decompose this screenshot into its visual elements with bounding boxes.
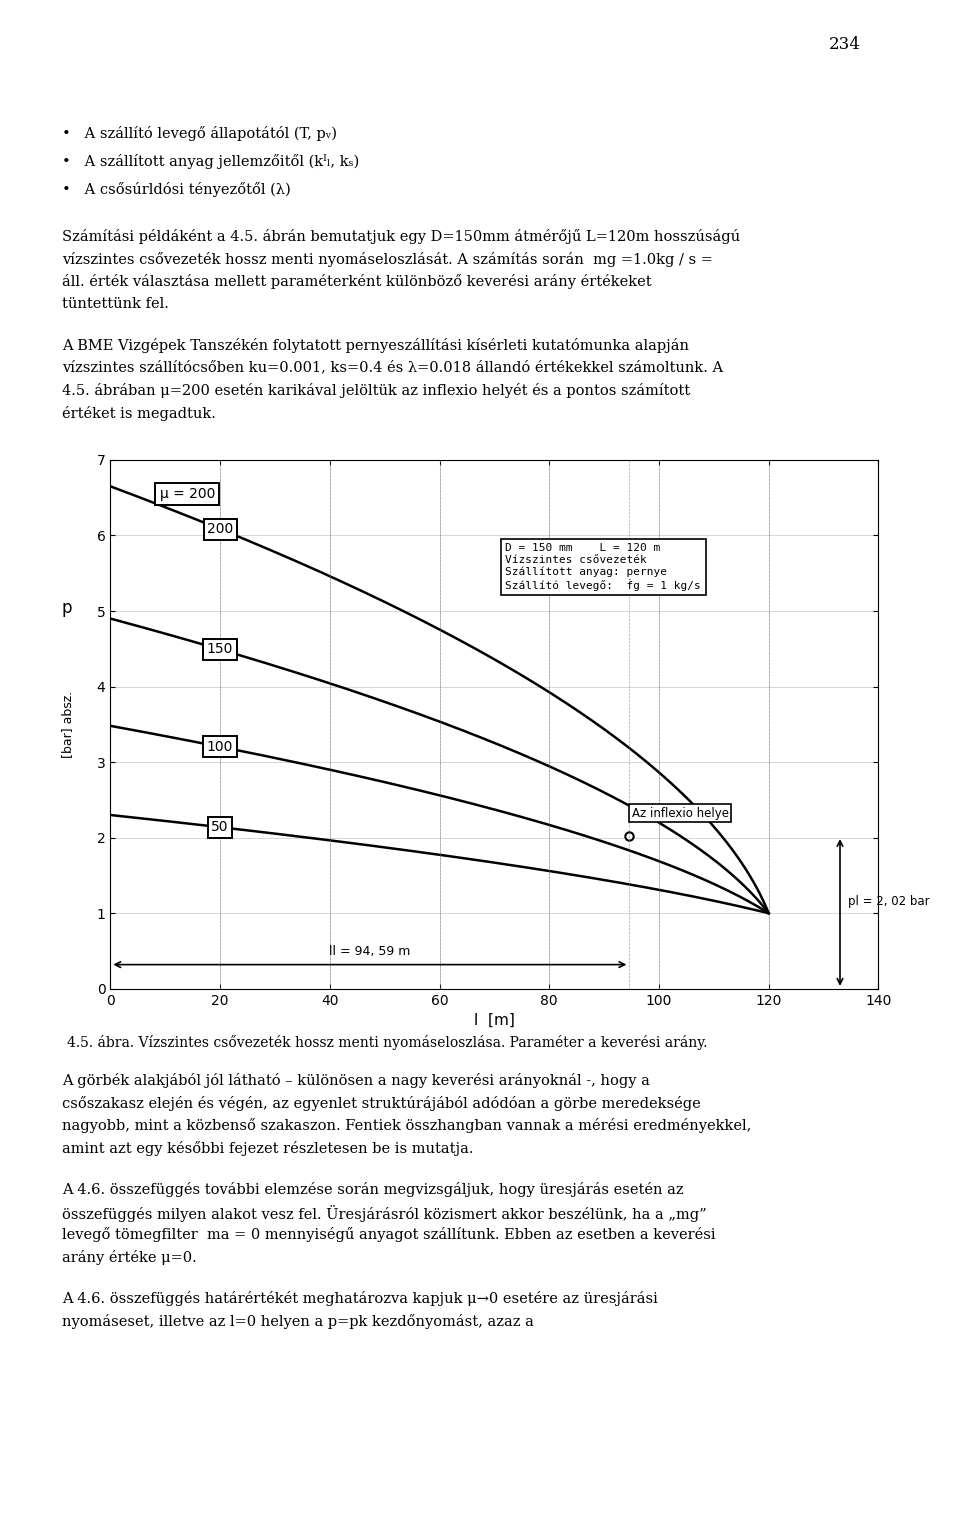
Text: arány értéke μ=0.: arány értéke μ=0.	[62, 1249, 197, 1265]
Text: pl = 2, 02 bar: pl = 2, 02 bar	[849, 895, 930, 908]
Text: nyomáseset, illetve az l=0 helyen a p=pk kezdőnyomást, azaz a: nyomáseset, illetve az l=0 helyen a p=pk…	[62, 1314, 535, 1329]
Text: ll = 94, 59 m: ll = 94, 59 m	[329, 944, 411, 958]
Text: μ = 200: μ = 200	[159, 487, 215, 501]
Text: Számítási példáként a 4.5. ábrán bemutatjuk egy D=150mm átmérőjű L=120m hosszúsá: Számítási példáként a 4.5. ábrán bemutat…	[62, 228, 740, 244]
Text: vízszintes szállítócsőben ku=0.001, ks=0.4 és λ=0.018 állandó értékekkel számolt: vízszintes szállítócsőben ku=0.001, ks=0…	[62, 360, 724, 374]
Text: •   A szállított anyag jellemzőitől (kᴵₗ, kₛ): • A szállított anyag jellemzőitől (kᴵₗ, …	[62, 155, 360, 169]
Text: csőszakasz elején és végén, az egyenlet struktúrájából adódóan a görbe meredeksé: csőszakasz elején és végén, az egyenlet …	[62, 1096, 701, 1111]
Text: 234: 234	[828, 37, 861, 54]
Text: vízszintes csővezeték hossz menti nyomáseloszlását. A számítás során  mg =1.0kg : vízszintes csővezeték hossz menti nyomás…	[62, 251, 713, 267]
Text: 4.5. ábrában μ=200 esetén karikával jelöltük az inflexio helyét és a pontos szám: 4.5. ábrában μ=200 esetén karikával jelö…	[62, 383, 690, 399]
Text: tüntettünk fel.: tüntettünk fel.	[62, 297, 169, 311]
Text: 50: 50	[211, 820, 228, 834]
Text: p: p	[62, 599, 72, 616]
Text: 100: 100	[207, 740, 233, 754]
Text: levegő tömegfilter  ma = 0 mennyiségű anyagot szállítunk. Ebben az esetben a kev: levegő tömegfilter ma = 0 mennyiségű any…	[62, 1228, 716, 1242]
Text: Az inflexio helye: Az inflexio helye	[632, 806, 729, 820]
Text: A görbék alakjából jól látható – különösen a nagy keverési arányoknál -, hogy a: A görbék alakjából jól látható – különös…	[62, 1073, 650, 1088]
Text: értéket is megadtuk.: értéket is megadtuk.	[62, 406, 216, 422]
X-axis label: l  [m]: l [m]	[474, 1013, 515, 1029]
Text: áll. érték választása mellett paraméterként különböző keverési arány értékeket: áll. érték választása mellett paraméterk…	[62, 274, 652, 290]
Text: D = 150 mm    L = 120 m
Vízszintes csővezeték
Szállított anyag: pernye
Szállító : D = 150 mm L = 120 m Vízszintes csővezet…	[505, 543, 701, 590]
Text: •   A csősúrldósi tényezőtől (λ): • A csősúrldósi tényezőtől (λ)	[62, 182, 291, 198]
Text: •   A szállító levegő állapotától (T, pᵥ): • A szállító levegő állapotától (T, pᵥ)	[62, 126, 337, 141]
Text: A 4.6. összefüggés határértékét meghatározva kapjuk μ→0 esetére az üresjárási: A 4.6. összefüggés határértékét meghatár…	[62, 1291, 659, 1306]
Text: 150: 150	[207, 642, 233, 656]
Text: 4.5. ábra. Vízszintes csővezeték hossz menti nyomáseloszlása. Paraméter a keveré: 4.5. ábra. Vízszintes csővezeték hossz m…	[67, 1035, 708, 1050]
Text: 200: 200	[207, 523, 233, 537]
Text: A 4.6. összefüggés további elemzése során megvizsgáljuk, hogy üresjárás esetén a: A 4.6. összefüggés további elemzése sorá…	[62, 1182, 684, 1197]
Text: nagyobb, mint a közbenső szakaszon. Fentiek összhangban vannak a mérési eredmény: nagyobb, mint a közbenső szakaszon. Fent…	[62, 1119, 752, 1133]
Text: [bar] absz.: [bar] absz.	[60, 691, 74, 757]
Text: összefüggés milyen alakot vesz fel. Üresjárásról közismert akkor beszélünk, ha a: összefüggés milyen alakot vesz fel. Üres…	[62, 1205, 707, 1222]
Text: A BME Vizgépek Tanszékén folytatott pernyeszállítási kísérleti kutatómunka alapj: A BME Vizgépek Tanszékén folytatott pern…	[62, 337, 689, 353]
Text: amint azt egy későbbi fejezet részletesen be is mutatja.: amint azt egy későbbi fejezet részletese…	[62, 1141, 474, 1156]
